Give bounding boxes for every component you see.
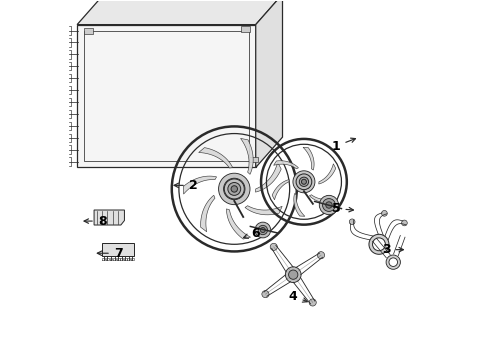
Text: 1: 1 [332,138,355,153]
Circle shape [228,183,241,195]
Bar [242,26,250,32]
Circle shape [369,234,389,254]
Polygon shape [245,206,282,215]
Polygon shape [303,147,314,170]
Circle shape [389,258,397,266]
Circle shape [326,202,332,208]
Circle shape [318,252,324,259]
Circle shape [224,179,245,199]
Bar [248,157,258,162]
Polygon shape [77,0,283,24]
Text: 8: 8 [84,215,106,228]
Circle shape [349,219,355,225]
Bar [102,243,134,256]
Text: 7: 7 [98,247,122,260]
Circle shape [293,171,315,193]
Circle shape [301,179,306,184]
Circle shape [289,270,298,279]
Bar [84,28,93,33]
Polygon shape [272,180,289,200]
Circle shape [231,186,238,192]
Text: 4: 4 [289,289,307,303]
Circle shape [255,222,270,238]
Text: 3: 3 [382,243,403,256]
Circle shape [322,199,335,211]
Circle shape [382,211,387,216]
Polygon shape [183,176,217,194]
Polygon shape [256,0,283,167]
Circle shape [296,174,312,190]
Polygon shape [309,195,334,203]
Circle shape [285,267,301,283]
Text: 6: 6 [244,227,260,240]
Circle shape [386,255,400,269]
Polygon shape [319,164,336,184]
Circle shape [229,184,240,194]
Circle shape [401,220,407,226]
Polygon shape [198,148,233,168]
Circle shape [299,177,309,186]
Polygon shape [94,210,124,225]
Circle shape [258,225,268,235]
Circle shape [372,238,386,251]
Circle shape [319,195,339,215]
Circle shape [219,173,250,204]
Circle shape [260,228,266,233]
Polygon shape [273,161,298,169]
Polygon shape [226,209,250,239]
Circle shape [300,178,308,186]
Text: 2: 2 [174,179,197,192]
Polygon shape [255,162,281,192]
Circle shape [270,243,277,251]
Circle shape [296,174,312,189]
Text: 5: 5 [332,202,353,215]
Circle shape [223,178,245,200]
Polygon shape [77,24,256,167]
Polygon shape [294,194,305,216]
Circle shape [262,291,269,298]
Circle shape [309,299,316,306]
Polygon shape [200,195,215,232]
Polygon shape [241,138,253,174]
